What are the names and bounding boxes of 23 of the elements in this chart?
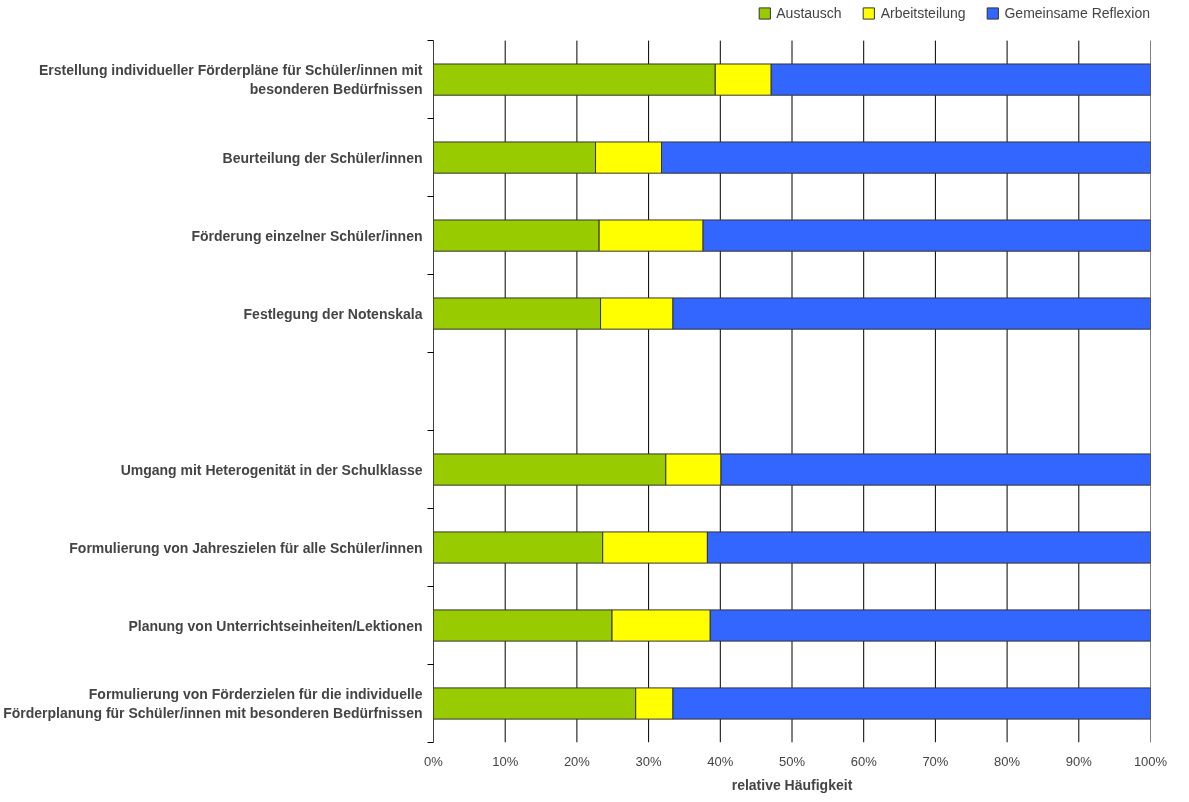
x-tick-label: 50% xyxy=(778,753,806,769)
x-tick-label: 40% xyxy=(707,753,734,769)
y-tick-label: Formulierung von Förderzielen für die individuelle Förderplanung für Schüler/innen mit besonderen Bedürfnissen xyxy=(3,685,423,722)
x-tick-label: 100% xyxy=(1133,753,1168,769)
x-tick-label: 20% xyxy=(563,753,591,769)
x-tick-label: 90% xyxy=(1065,753,1093,769)
x-tick-label: 80% xyxy=(994,753,1021,769)
y-tick-label: Erstellung individueller Förderpläne für Schüler/innen mit besonderen Bedürfnissen xyxy=(39,61,423,98)
legend-label: Arbeitsteilung xyxy=(880,5,966,21)
y-tick-label: Formulierung von Jahreszielen für alle Schüler/innen xyxy=(69,539,423,556)
y-tick-label: Förderung einzelner Schüler/innen xyxy=(191,227,423,244)
x-tick-label: 60% xyxy=(850,753,878,769)
y-tick-label: Festlegung der Notenskala xyxy=(243,305,423,322)
y-tick-label: Planung von Unterrichtseinheiten/Lektionen xyxy=(128,617,423,634)
legend-label: Austausch xyxy=(776,5,842,21)
legend-label: Gemeinsame Reflexion xyxy=(1004,5,1150,21)
y-tick-label: Beurteilung der Schüler/innen xyxy=(222,149,423,166)
y-tick-label: Umgang mit Heterogenität in der Schulklasse xyxy=(120,461,423,478)
x-tick-label: 30% xyxy=(635,753,663,769)
x-tick-label: 70% xyxy=(922,753,949,769)
x-axis-title: relative Häufigkeit xyxy=(731,776,853,793)
x-tick-label: 10% xyxy=(492,753,519,769)
x-tick-label: 0% xyxy=(424,753,444,769)
